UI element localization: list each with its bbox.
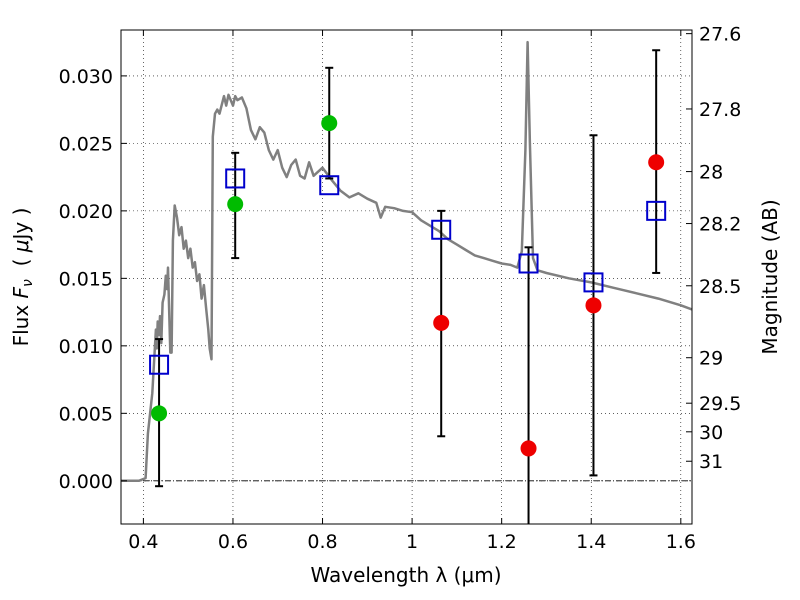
upper-limit-point xyxy=(433,314,450,331)
y-tick-label: 0.025 xyxy=(59,133,113,155)
y-tick-label: 0.020 xyxy=(59,201,113,223)
model-flux-box xyxy=(646,200,667,221)
model-flux-box xyxy=(225,168,246,189)
grid-lines xyxy=(121,30,692,524)
x-axis-label: Wavelength λ (μm) xyxy=(310,563,501,587)
x-tick-label: 1.4 xyxy=(576,531,606,553)
y-tick-label: 0.015 xyxy=(59,268,113,290)
magnitude-tick-label: 28.5 xyxy=(699,276,741,298)
y-axis-label: Flux Fν ( μJy ) xyxy=(9,208,36,347)
magnitude-tick-label: 27.6 xyxy=(699,24,741,46)
magnitude-tick-label: 28.2 xyxy=(699,214,741,236)
magnitude-tick-label: 28 xyxy=(699,162,723,184)
model-flux-box xyxy=(431,219,452,240)
x-tick-label: 0.4 xyxy=(128,531,158,553)
detection-point xyxy=(321,115,338,132)
magnitude-tick-label: 31 xyxy=(699,451,723,473)
upper-limit-point xyxy=(585,297,602,314)
x-tick-label: 1.2 xyxy=(487,531,517,553)
detection-point xyxy=(227,196,244,213)
model-flux-box xyxy=(583,272,604,293)
template-sed-line xyxy=(121,40,692,483)
error-bars xyxy=(155,49,661,524)
model-flux-box xyxy=(149,354,170,375)
y-axis-ticks: 0.000 0.005 0.010 0.015 0.020 0.025 0.030 xyxy=(59,66,127,493)
plot-frame xyxy=(120,29,693,525)
magnitude-tick-label: 30 xyxy=(699,422,723,444)
x-tick-label: 1.6 xyxy=(666,531,696,553)
x-axis-ticks: 0.4 0.6 0.8 1 1.2 1.4 1.6 xyxy=(128,30,696,553)
x-tick-label: 0.8 xyxy=(307,531,337,553)
magnitude-axis-ticks: 27.6 27.8 28 28.2 28.5 29 29.5 30 31 xyxy=(686,24,741,473)
plot-area xyxy=(121,40,692,524)
x-tick-label: 0.6 xyxy=(218,531,248,553)
y-tick-label: 0.010 xyxy=(59,336,113,358)
magnitude-axis-label: Magnitude (AB) xyxy=(758,199,782,354)
model-flux-box xyxy=(518,253,539,274)
markers xyxy=(149,115,667,457)
magnitude-tick-label: 29.5 xyxy=(699,393,741,415)
upper-limit-point xyxy=(520,440,537,457)
magnitude-tick-label: 27.8 xyxy=(699,99,741,121)
y-tick-label: 0.030 xyxy=(59,66,113,88)
detection-point xyxy=(151,405,168,422)
magnitude-tick-label: 29 xyxy=(699,348,723,370)
y-tick-label: 0.005 xyxy=(59,403,113,425)
model-flux-box xyxy=(319,175,340,196)
y-tick-label: 0.000 xyxy=(59,471,113,493)
upper-limit-point xyxy=(648,154,665,171)
x-tick-label: 1 xyxy=(406,531,418,553)
